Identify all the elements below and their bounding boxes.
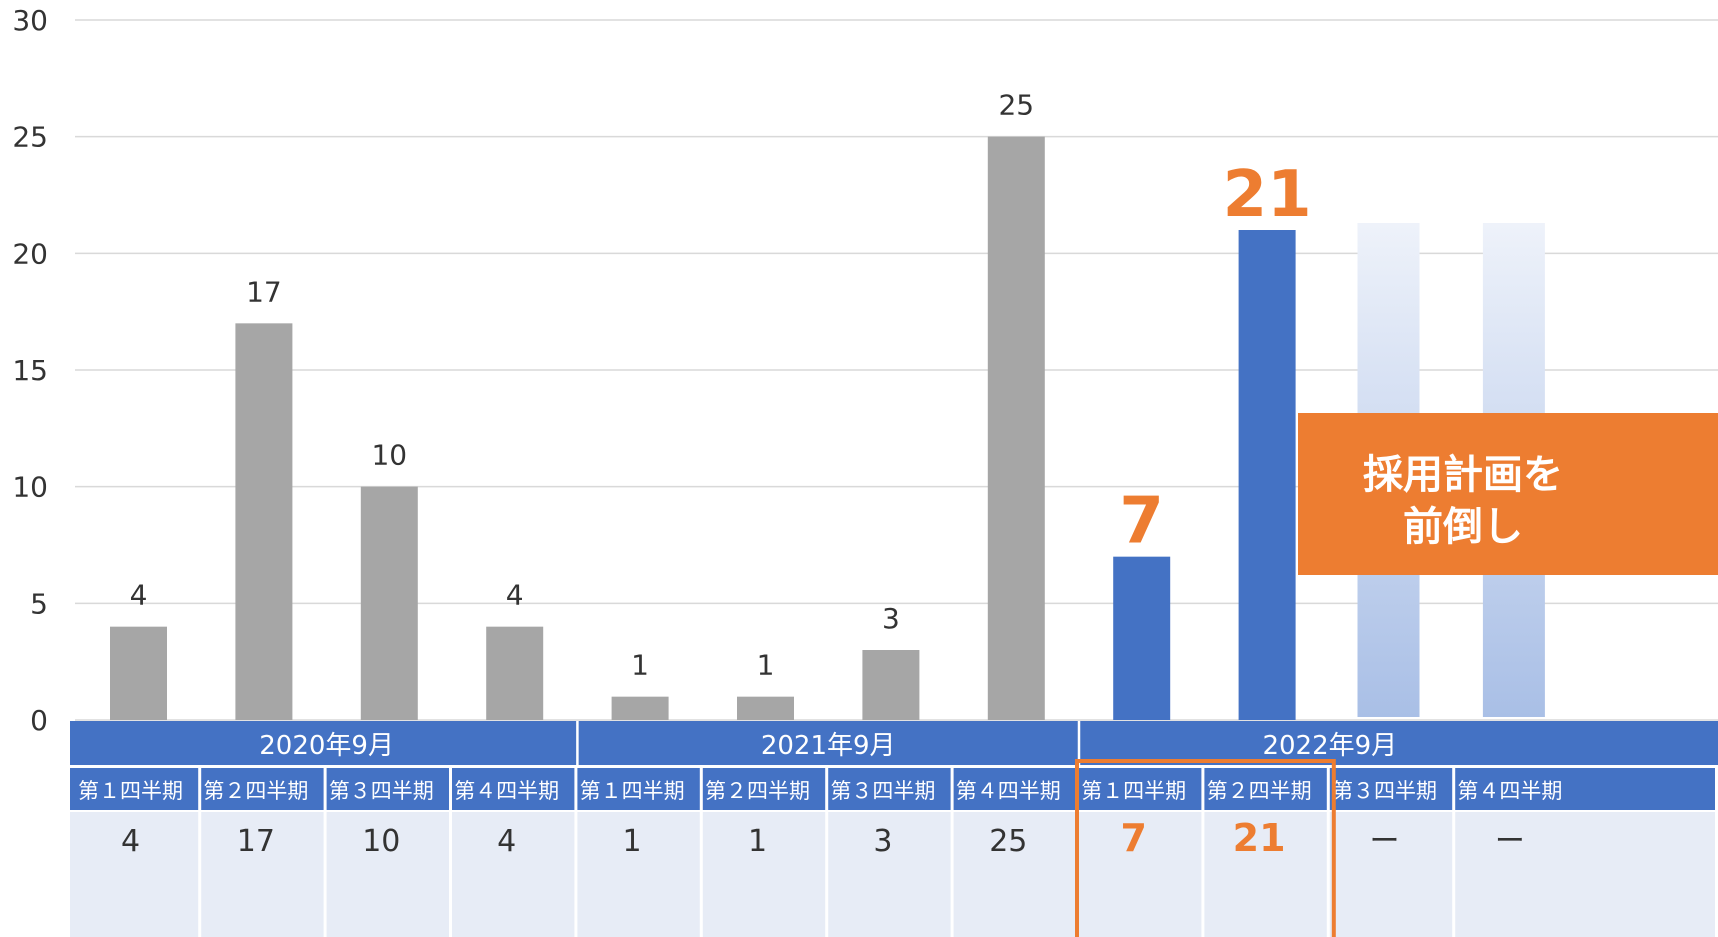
year-label: 2022年9月 — [1262, 731, 1397, 761]
quarter-cell — [70, 768, 199, 810]
bar — [737, 696, 794, 720]
table-value: 7 — [1120, 816, 1146, 860]
quarter-cell — [1204, 768, 1327, 810]
quarter-label: 第４四半期 — [1457, 779, 1562, 803]
quarter-cell — [452, 768, 575, 810]
table-value: 1 — [748, 824, 767, 859]
bar-data-label: 4 — [506, 579, 524, 612]
bar — [360, 486, 418, 720]
bar — [486, 626, 544, 720]
y-tick-label: 5 — [30, 587, 48, 620]
bar — [1113, 556, 1171, 720]
value-cell — [452, 812, 575, 937]
bar-data-label: 7 — [1119, 485, 1164, 559]
quarter-cell — [1455, 768, 1715, 810]
table-value: 25 — [989, 824, 1027, 859]
quarter-label: 第４四半期 — [454, 779, 559, 803]
year-label: 2020年9月 — [259, 731, 394, 761]
quarter-cell — [577, 768, 700, 810]
highlight-frame — [1075, 759, 1336, 937]
quarter-cell — [1329, 768, 1453, 810]
table-value: 4 — [497, 824, 516, 859]
bar — [1238, 230, 1296, 720]
quarter-label: 第１四半期 — [78, 779, 183, 803]
table-value: ー — [1370, 824, 1400, 859]
value-cell — [1455, 812, 1715, 937]
year-header-row — [70, 721, 1718, 765]
table-value: 21 — [1233, 816, 1286, 860]
y-tick-label: 20 — [12, 237, 48, 270]
quarter-label: 第２四半期 — [705, 779, 810, 803]
bar — [235, 323, 293, 720]
table-value: ー — [1495, 824, 1525, 859]
year-label: 2021年9月 — [761, 731, 896, 761]
quarter-cell — [1079, 768, 1202, 810]
table-value: 3 — [873, 824, 892, 859]
bar — [110, 626, 167, 720]
callout-box-bg — [1298, 413, 1718, 575]
y-tick-label: 15 — [12, 354, 48, 387]
quarter-label: 第３四半期 — [1332, 779, 1437, 803]
quarter-label: 第３四半期 — [830, 779, 935, 803]
value-cell — [70, 812, 199, 937]
table-value: 10 — [362, 824, 400, 859]
y-tick-label: 30 — [12, 4, 48, 37]
callout-text-line: 採用計画を — [1363, 452, 1563, 498]
value-cell — [577, 812, 700, 937]
bar — [987, 136, 1045, 720]
bar-data-label: 17 — [246, 275, 282, 308]
bar-data-label: 10 — [371, 439, 407, 472]
bar-data-label: 4 — [130, 579, 148, 612]
quarter-cell — [702, 768, 826, 810]
y-axis-ticks: 0 5 10 15 20 25 30 — [12, 4, 48, 737]
bar-data-label: 1 — [757, 649, 775, 682]
bar-data-label: 3 — [882, 602, 900, 635]
table-value: 1 — [623, 824, 642, 859]
bar-data-label: 1 — [631, 649, 649, 682]
bar — [611, 696, 669, 720]
y-tick-label: 25 — [12, 121, 48, 154]
value-cell — [1204, 812, 1327, 937]
callout-text-line: 前倒し — [1403, 504, 1523, 550]
category-table: 2020年9月 2021年9月 2022年9月第１四半期4第２四半期17第３四半期1… — [70, 721, 1718, 937]
value-cell — [953, 812, 1076, 937]
quarter-label: 第３四半期 — [329, 779, 434, 803]
gridlines — [75, 19, 1718, 721]
quarter-label: 第４四半期 — [956, 779, 1061, 803]
quarter-cell — [326, 768, 449, 810]
value-cell — [326, 812, 449, 937]
table-value: 4 — [121, 824, 140, 859]
quarter-label: 第１四半期 — [580, 779, 685, 803]
value-cell — [702, 812, 826, 937]
quarter-label: 第２四半期 — [1207, 779, 1312, 803]
value-cell — [201, 812, 324, 937]
quarter-cell — [828, 768, 951, 810]
value-cell — [828, 812, 951, 937]
quarter-label: 第２四半期 — [203, 779, 308, 803]
quarter-cell — [953, 768, 1076, 810]
quarter-cell — [201, 768, 324, 810]
bar-data-label: 25 — [998, 89, 1034, 122]
value-cell — [1079, 812, 1202, 937]
y-tick-label: 10 — [12, 471, 48, 504]
y-tick-label: 0 — [30, 704, 48, 737]
value-cell — [1329, 812, 1453, 937]
bar-data-label: 21 — [1223, 158, 1312, 232]
quarter-label: 第１四半期 — [1081, 779, 1186, 803]
bar — [862, 650, 920, 720]
table-value: 17 — [237, 824, 275, 859]
